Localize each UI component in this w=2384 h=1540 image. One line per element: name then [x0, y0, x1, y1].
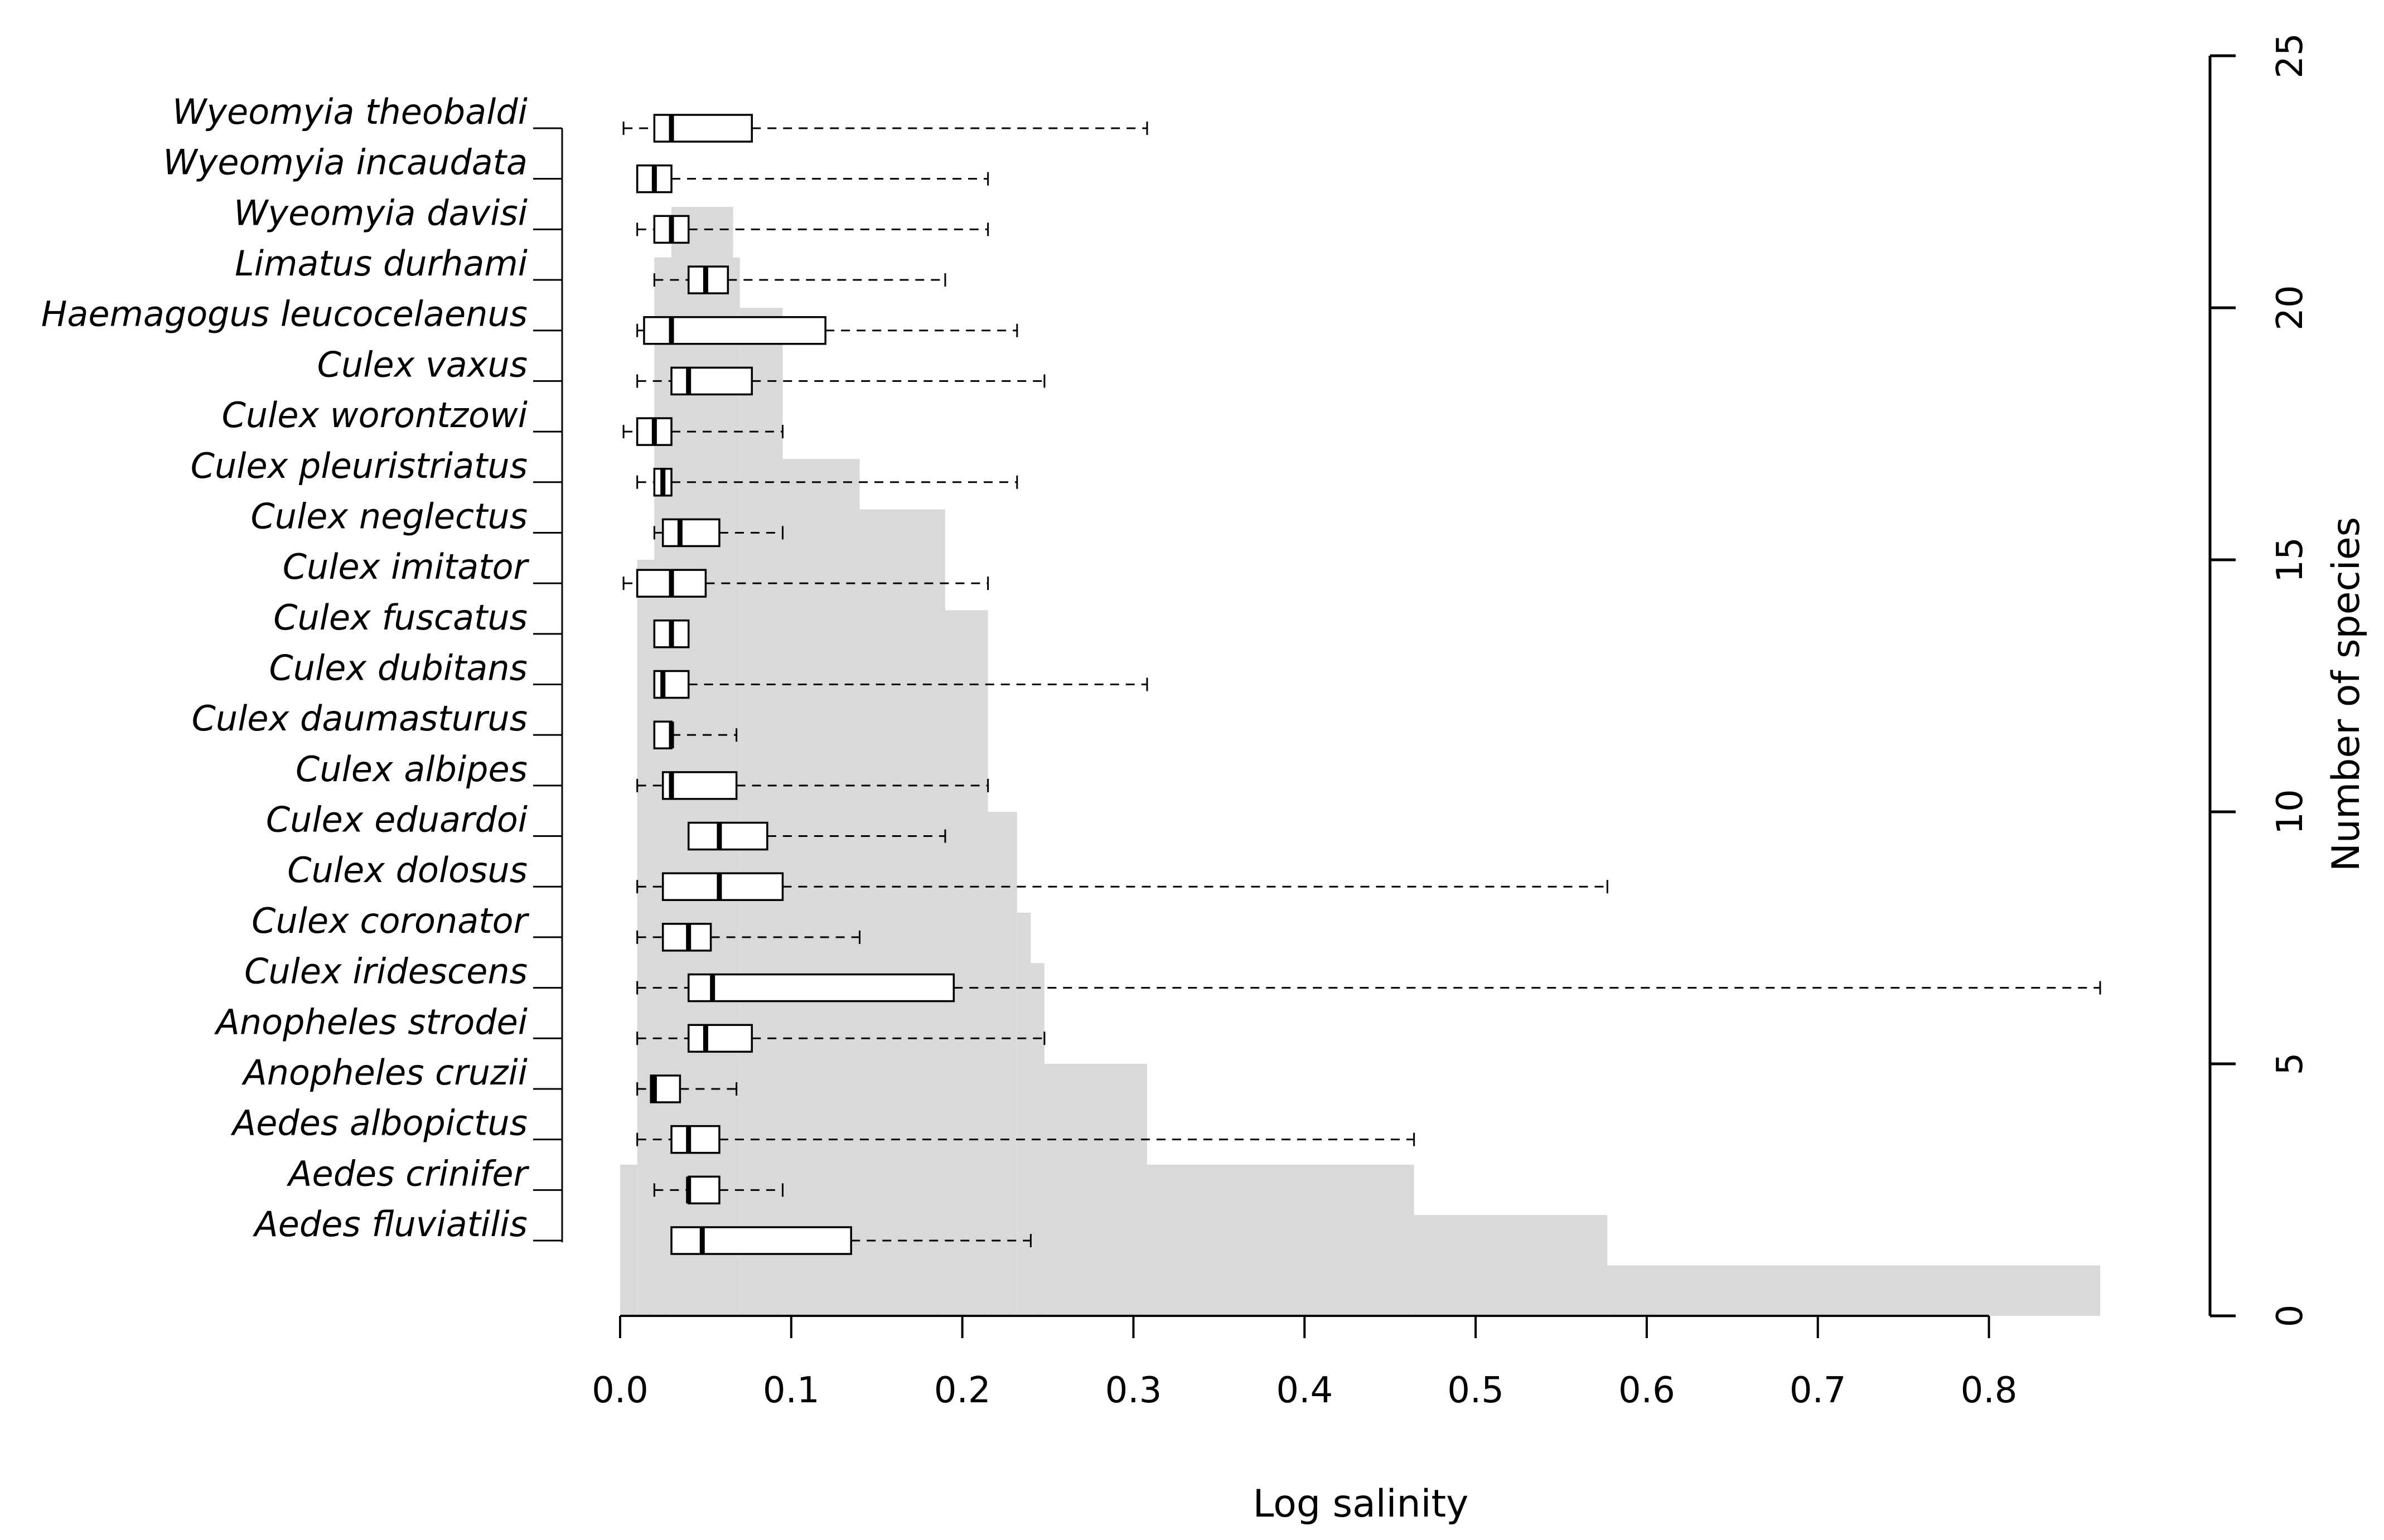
histogram-bar: [1607, 1265, 2100, 1316]
species-label: Aedes crinifer: [286, 1153, 529, 1194]
x-tick-label: 0.7: [1790, 1370, 1846, 1411]
histogram-bar: [859, 509, 945, 1316]
right-tick-label: 5: [2270, 1053, 2311, 1076]
iqr-box: [670, 366, 753, 396]
x-tick-label: 0.8: [1961, 1370, 2018, 1411]
right-y-axis: 0 5 10 15 20 25: [2208, 33, 2311, 1328]
iqr-box: [687, 821, 768, 851]
histogram-bar: [739, 308, 783, 1316]
species-label: Haemagogus leucocelaenus: [41, 294, 528, 335]
species-label: Anopheles strodei: [214, 1001, 528, 1042]
boxplot-layer: [622, 114, 2101, 1255]
iqr-box: [661, 771, 738, 800]
species-label: Culex iridescens: [244, 951, 528, 992]
x-tick-label: 0.0: [592, 1370, 649, 1411]
right-tick-label: 10: [2270, 789, 2311, 834]
iqr-box: [687, 1175, 720, 1205]
species-label: Wyeomyia davisi: [234, 192, 528, 233]
iqr-box: [687, 973, 955, 1003]
species-label: Culex pleuristriatus: [191, 445, 528, 486]
iqr-box: [653, 670, 690, 699]
species-label: Culex coronator: [252, 900, 529, 941]
species-label: Aedes albopictus: [230, 1103, 528, 1144]
species-label: Culex eduardoi: [266, 800, 528, 840]
right-axis-title: Number of species: [2324, 517, 2368, 871]
species-label: Wyeomyia incaudata: [163, 142, 528, 183]
x-axis-title: Log salinity: [1253, 1482, 1469, 1526]
histogram-bar: [1414, 1215, 1608, 1316]
iqr-box: [670, 1226, 852, 1255]
species-label: Culex fuscatus: [273, 597, 528, 638]
histogram-bar: [1147, 1164, 1414, 1316]
species-label: Culex daumasturus: [192, 698, 528, 739]
species-label: Culex neglectus: [250, 496, 528, 536]
species-label: Anopheles cruzii: [241, 1052, 528, 1093]
histogram-bar: [945, 610, 988, 1316]
right-tick-label: 15: [2270, 537, 2311, 582]
x-tick-label: 0.3: [1105, 1370, 1162, 1411]
iqr-box: [653, 720, 673, 749]
x-tick-label: 0.4: [1276, 1370, 1333, 1411]
right-tick-label: 0: [2270, 1305, 2311, 1328]
species-label: Wyeomyia theobaldi: [172, 91, 528, 132]
iqr-box: [687, 265, 729, 294]
species-label: Culex imitator: [283, 546, 530, 587]
histogram-bar: [620, 1164, 637, 1316]
x-tick-label: 0.1: [763, 1370, 820, 1411]
species-label: Limatus durhami: [235, 243, 528, 284]
species-label: Culex albipes: [296, 749, 528, 790]
x-tick-label: 0.2: [934, 1370, 991, 1411]
species-label: Culex vaxus: [317, 344, 528, 385]
histogram-bar: [988, 812, 1017, 1316]
iqr-box: [670, 1125, 720, 1154]
x-tick-label: 0.5: [1447, 1370, 1504, 1411]
species-label: Culex worontzowi: [222, 395, 528, 435]
species-label-layer: Wyeomyia theobaldi Wyeomyia incaudata Wyeo…: [41, 91, 563, 1244]
iqr-box: [661, 872, 784, 901]
species-label: Aedes fluviatilis: [252, 1204, 528, 1244]
iqr-box: [687, 1024, 753, 1053]
histogram-bar: [1017, 912, 1031, 1316]
right-tick-label: 25: [2270, 33, 2311, 78]
x-tick-label: 0.6: [1618, 1370, 1675, 1411]
species-label: Culex dolosus: [287, 850, 528, 890]
species-label: Culex dubitans: [269, 648, 528, 689]
right-tick-label: 20: [2270, 285, 2311, 330]
x-axis: 0.0 0.1 0.2 0.3 0.4 0.5 0.6 0.7 0.8: [592, 1315, 2018, 1411]
histogram-layer: [620, 207, 2100, 1316]
iqr-box: [643, 316, 826, 345]
histogram-bar: [1044, 1064, 1148, 1316]
iqr-box: [661, 518, 720, 548]
